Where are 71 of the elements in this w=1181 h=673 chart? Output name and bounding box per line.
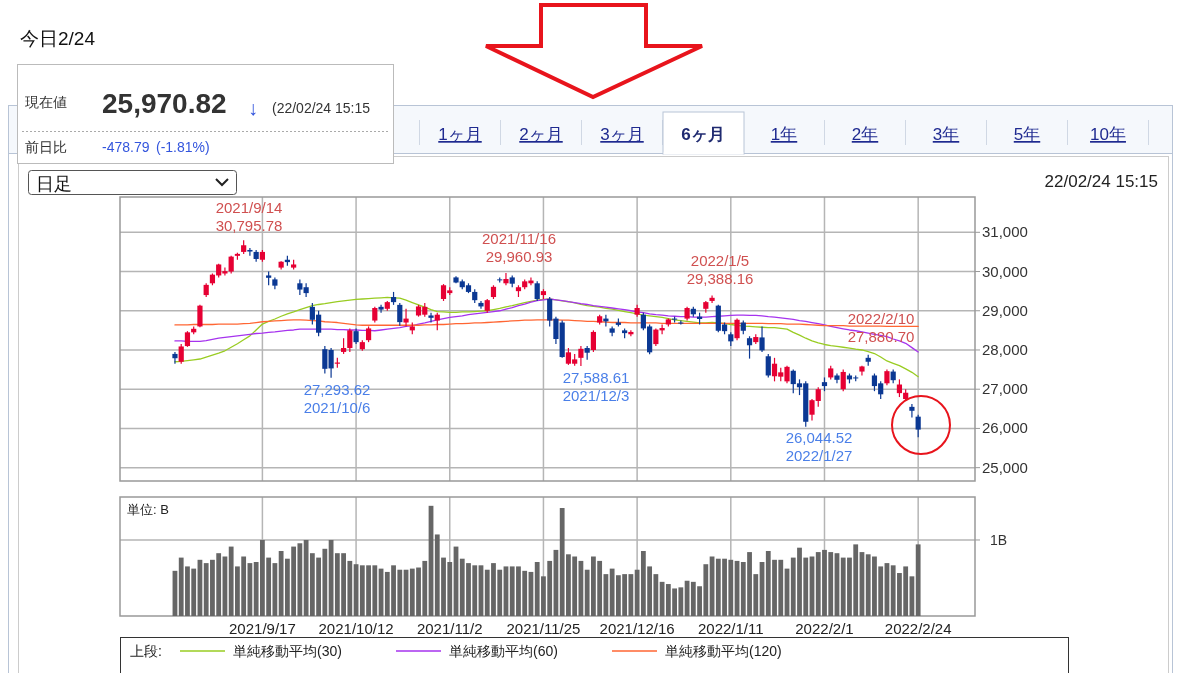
annotation: 26,044.52 2022/1/27 (785, 429, 853, 464)
candlestick (915, 414, 921, 438)
line-series (174, 298, 919, 353)
x-tick-label: 2022/1/11 (697, 620, 764, 637)
text: ↓ (248, 97, 258, 119)
text: -478.79 (102, 139, 150, 155)
legend-label: 単純移動平均(60) (449, 643, 558, 659)
annotation: 27,293.62 2021/10/6 (303, 381, 371, 416)
text: 25,970.82 (102, 88, 227, 119)
text: 1年 (770, 125, 798, 144)
candlestick (578, 345, 584, 367)
text: 1ヶ月 (438, 125, 482, 144)
candlestick (303, 282, 309, 298)
candlestick (403, 308, 409, 328)
y-tick-label: 27,000 (982, 380, 1028, 398)
candlestick (478, 300, 484, 310)
text: 日足 (36, 174, 72, 194)
y-tick-label: 29,000 (982, 301, 1028, 319)
x-tick-label: 2021/12/16 (599, 620, 675, 637)
candlestick (247, 247, 253, 257)
text: 10年 (1090, 125, 1126, 144)
candlestick (759, 325, 765, 353)
x-tick-label: 2021/11/25 (506, 620, 581, 637)
y-tick-label: 25,000 (982, 458, 1028, 476)
candlestick (397, 302, 403, 327)
text: (22/02/24 15:15 (272, 100, 371, 116)
annotation: 2021/9/14 30,795.78 (215, 199, 283, 234)
candlestick (746, 335, 753, 360)
text: (-1.81%) (156, 139, 210, 155)
text: 2ヶ月 (519, 125, 563, 144)
candlestick (428, 312, 434, 324)
candlestick (378, 304, 384, 314)
x-tick-label: 2022/2/1 (795, 620, 854, 637)
y-tick-label: 31,000 (982, 223, 1028, 241)
candlestick (297, 278, 303, 296)
candlestick (909, 403, 915, 419)
legend-title: 上段: (130, 643, 162, 659)
text: 今日2/24 (20, 28, 96, 49)
annotation: 2022/1/5 29,388.16 (686, 252, 754, 287)
text: 6ヶ月 (681, 125, 725, 144)
candlestick (840, 369, 846, 392)
candlestick (765, 353, 771, 379)
x-tick-label: 2021/9/17 (229, 620, 296, 637)
candlestick (178, 343, 184, 365)
candlestick (197, 304, 203, 328)
text: 前日比 (25, 139, 67, 155)
candlestick (503, 272, 509, 286)
candlestick (590, 329, 596, 353)
candlestick (172, 351, 178, 365)
text: 現在値 (25, 94, 67, 110)
candlestick (347, 327, 353, 353)
text: 単位: B (127, 502, 169, 517)
y-tick-label: 28,000 (982, 340, 1028, 358)
legend-label: 単純移動平均(30) (233, 643, 342, 659)
x-tick-label: 2021/10/12 (318, 620, 394, 637)
y-tick-label: 26,000 (982, 419, 1028, 437)
text: 3ヶ月 (600, 125, 644, 144)
x-tick-label: 2022/2/24 (884, 620, 952, 637)
text: 5年 (1013, 125, 1041, 144)
x-tick-label: 2021/11/2 (416, 620, 483, 637)
y-tick-label: 30,000 (982, 262, 1028, 280)
text: 22/02/24 15:15 (1044, 172, 1158, 191)
candlestick (534, 280, 540, 302)
legend-label: 単純移動平均(120) (665, 643, 782, 659)
text: 3年 (932, 125, 960, 144)
candlestick (734, 318, 740, 341)
annotation: 27,588.61 2021/12/3 (562, 369, 630, 404)
ref-line-label: 1B (990, 531, 1008, 548)
text: 2年 (851, 125, 879, 144)
bar (915, 544, 921, 616)
annotation: 2021/11/16 29,960.93 (482, 230, 556, 265)
